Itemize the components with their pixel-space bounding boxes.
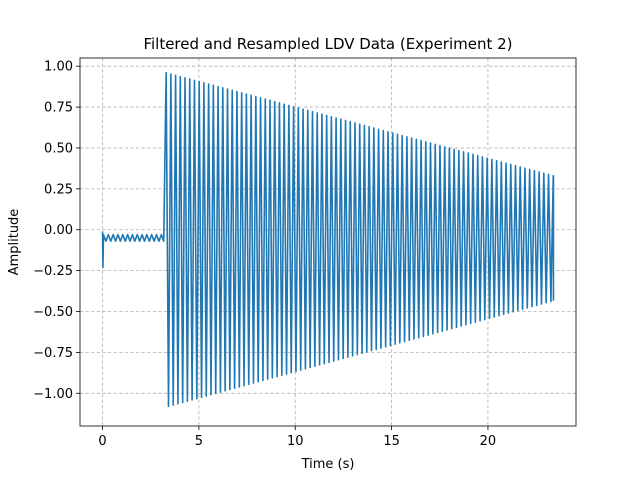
y-tick-label: −1.00 bbox=[33, 387, 73, 402]
plot-layer bbox=[101, 71, 555, 408]
x-axis-label: Time (s) bbox=[301, 457, 355, 472]
x-tick-label: 5 bbox=[195, 434, 203, 449]
plot-frame bbox=[79, 57, 577, 427]
y-tick-label: 0.25 bbox=[44, 182, 73, 197]
tick-layer: 0 5 10 15 20 −1.00 −0.75 −0.50 −0.25 0.00 0.25 0.50… bbox=[33, 60, 496, 449]
x-tick-label: 20 bbox=[480, 434, 497, 449]
y-axis-label: Amplitude bbox=[7, 209, 22, 276]
y-tick-label: 0.00 bbox=[44, 223, 73, 238]
x-tick-label: 15 bbox=[383, 434, 400, 449]
y-tick-label: 1.00 bbox=[44, 60, 73, 75]
y-tick-label: −0.25 bbox=[33, 264, 73, 279]
y-tick-label: 0.75 bbox=[44, 101, 73, 116]
y-tick-label: 0.50 bbox=[44, 141, 73, 156]
y-tick-label: −0.50 bbox=[33, 305, 73, 320]
series-line bbox=[101, 71, 555, 408]
chart-title: Filtered and Resampled LDV Data (Experim… bbox=[143, 35, 512, 53]
x-tick-label: 10 bbox=[287, 434, 304, 449]
x-tick-label: 0 bbox=[98, 434, 106, 449]
y-tick-label: −0.75 bbox=[33, 346, 73, 361]
